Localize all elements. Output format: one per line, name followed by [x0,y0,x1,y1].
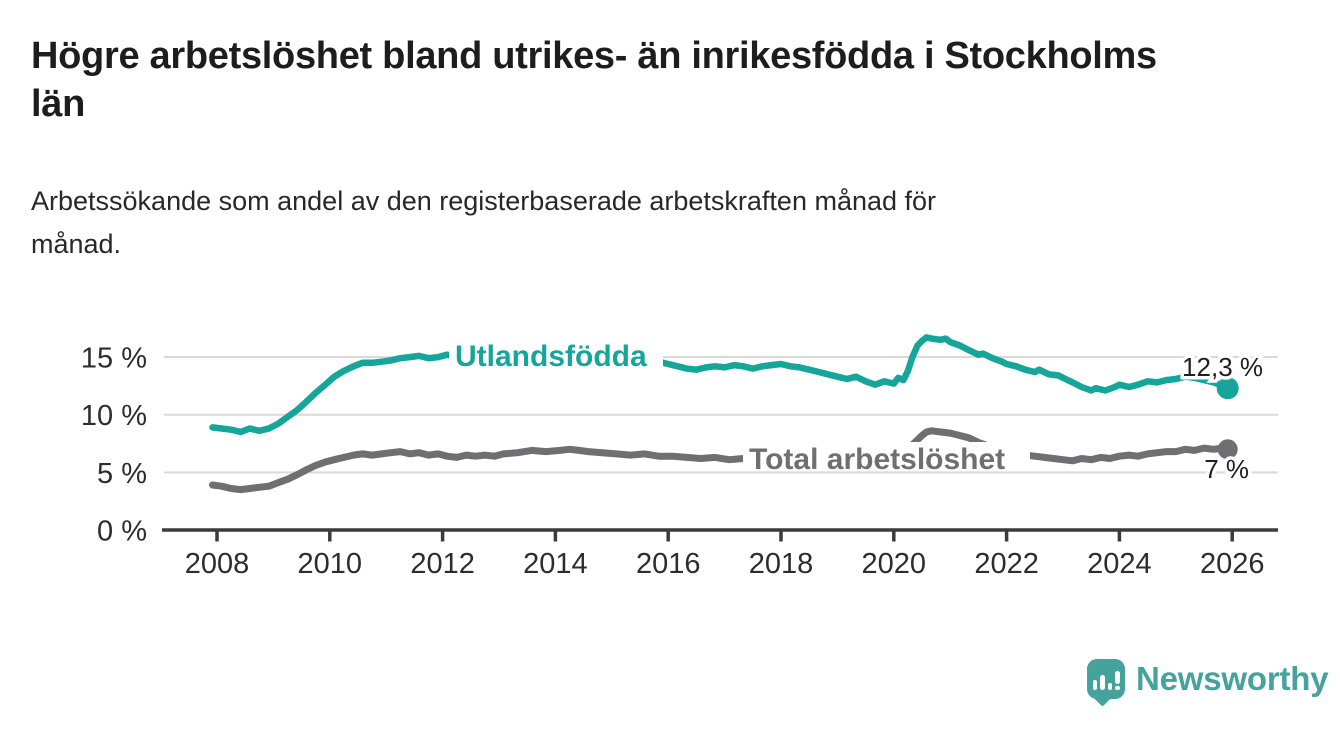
logo-bar-icon [1107,683,1112,690]
series-label-utlandsfodda: Utlandsfödda [455,340,647,373]
series-label-total-arbetsloshet: Total arbetslöshet [749,443,1005,476]
x-tick-label: 2010 [298,548,363,580]
brand-name: Newsworthy [1136,660,1329,697]
logo-bar-icon [1100,675,1105,690]
series-lines [209,334,1232,494]
x-tick-label: 2018 [749,548,814,580]
gridlines [164,356,1278,474]
x-tick-label: 2022 [974,548,1039,580]
end-dot-utlandsfodda [1216,377,1239,400]
page-title: Högre arbetslöshet bland utrikes- än inr… [31,35,1157,125]
logo-bar-icon [1092,680,1097,690]
end-dot-total [1217,439,1238,460]
end-dots [1216,377,1239,460]
exclamation-icon [1115,670,1120,690]
y-tick-label: 0 % [97,516,147,548]
x-tick-label: 2016 [636,548,701,580]
bar-chart-exclamation-icon [1087,659,1125,699]
end-value-label-total: 7 % [1204,454,1249,484]
x-tick-label: 2014 [523,548,588,580]
page-subtitle: Arbetssökande som andel av den registerb… [31,186,937,259]
x-tick-label: 2012 [410,548,475,580]
x-tick-label: 2026 [1200,548,1265,580]
x-tick-label: 2008 [185,548,250,580]
y-tick-label: 10 % [81,400,147,432]
brand-logo: Newsworthy [1087,657,1329,709]
x-axis [162,528,1278,542]
x-tick-label: 2024 [1087,548,1152,580]
end-value-label-utlandsfodda: 12,3 % [1182,352,1263,382]
y-tick-label: 5 % [97,458,147,490]
y-tick-label: 15 % [81,343,147,375]
series-label-backgrounds [449,339,1030,470]
x-tick-label: 2020 [862,548,927,580]
axis-and-labels: 15 % 10 % 5 % 0 % 2008 2010 2012 2014 20… [81,340,1267,580]
